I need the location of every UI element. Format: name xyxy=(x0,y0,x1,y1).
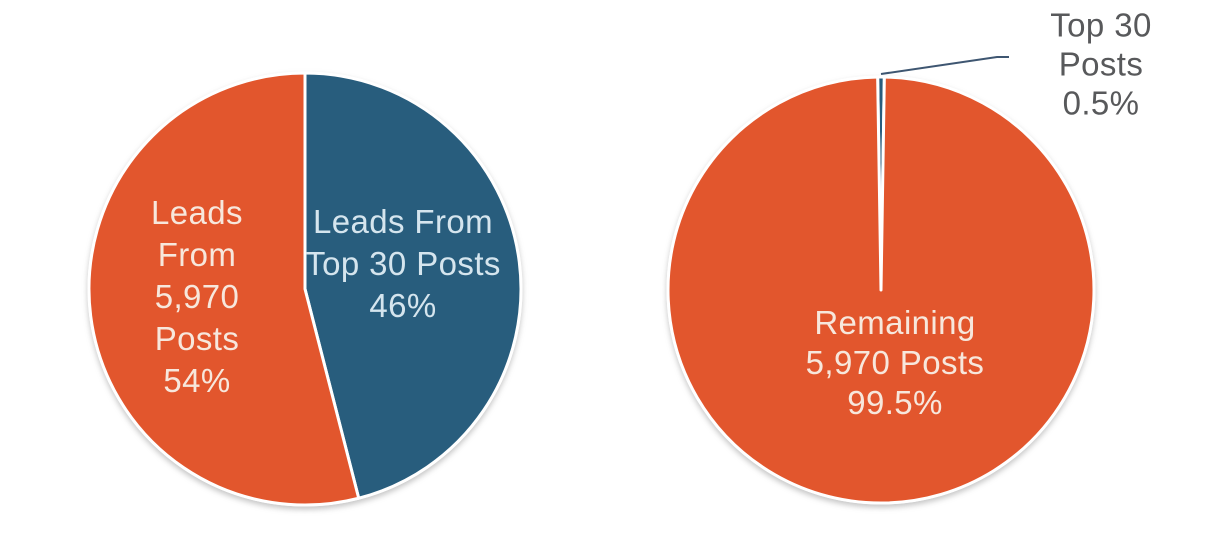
right-pie-posts xyxy=(666,75,1096,505)
pie-slice-leads-from-top-30-posts xyxy=(303,71,523,500)
callout-line xyxy=(880,56,1009,75)
left-pie-leads xyxy=(87,71,523,507)
pie-slice-remaining-5970-posts xyxy=(666,75,1096,505)
pie-slice-leads-from-5970-posts xyxy=(87,71,361,507)
